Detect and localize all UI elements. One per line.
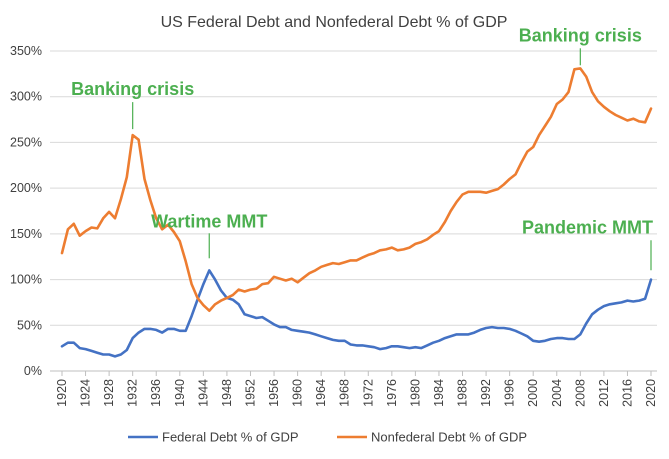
x-tick-label: 2000 [526,379,540,407]
x-tick-label: 1928 [102,379,116,407]
x-tick-label: 1956 [267,379,281,407]
annotation-label: Wartime MMT [151,211,267,231]
x-tick-label: 1960 [291,379,305,407]
y-tick-label: 50% [17,318,42,332]
x-tick-label: 1948 [220,379,234,407]
axes: 0% 50% 100% 150% 200% 250% 300% 350% 1920 1924 192… [10,44,658,407]
annotation-label: Banking crisis [519,25,642,45]
x-tick-label: 2020 [644,379,658,407]
x-tick-label: 1924 [79,379,93,407]
x-tick-label: 1980 [408,379,422,407]
y-tick-label: 0% [24,364,42,378]
x-tick-label: 1932 [126,379,140,407]
x-tick-label: 1944 [196,379,210,407]
x-tick-label: 1968 [338,379,352,407]
chart-title: US Federal Debt and Nonfederal Debt % of… [161,14,508,31]
annotations: Banking crisis Wartime MMT Banking crisis P… [71,25,653,271]
gridlines [50,50,657,372]
y-tick-label: 150% [10,227,42,241]
x-tick-label: 1972 [361,379,375,407]
y-tick-label: 250% [10,135,42,149]
legend-label: Nonfederal Debt % of GDP [371,430,527,445]
legend: Federal Debt % of GDP Nonfederal Debt % o… [128,430,527,445]
x-tick-label: 2004 [550,379,564,407]
federal-debt-line [60,269,653,358]
x-tick-label: 2012 [597,379,611,407]
x-tick-label: 1952 [243,379,257,407]
x-tick-label: 2008 [573,379,587,407]
y-tick-label: 350% [10,44,42,58]
x-tick-label: 1992 [479,379,493,407]
x-tick-label: 1976 [385,379,399,407]
legend-label: Federal Debt % of GDP [162,430,299,445]
x-tick-label: 1920 [55,379,69,407]
series-lines [60,67,653,358]
nonfederal-debt-line [60,67,653,312]
y-tick-label: 100% [10,273,42,287]
y-tick-label: 300% [10,90,42,104]
y-tick-label: 200% [10,181,42,195]
x-tick-label: 1996 [503,379,517,407]
annotation-label: Pandemic MMT [522,217,653,237]
annotation-label: Banking crisis [71,79,194,99]
x-tick-label: 2016 [620,379,634,407]
x-tick-label: 1984 [432,379,446,407]
x-tick-label: 1988 [456,379,470,407]
x-tick-label: 1964 [314,379,328,407]
x-tick-label: 1936 [149,379,163,407]
x-tick-label: 1940 [173,379,187,407]
